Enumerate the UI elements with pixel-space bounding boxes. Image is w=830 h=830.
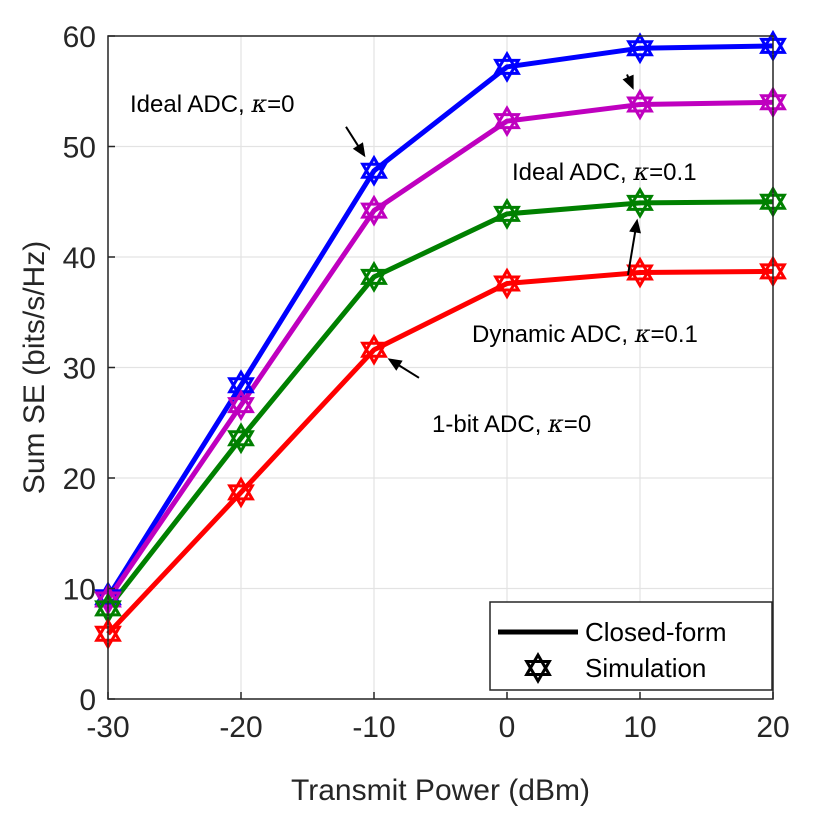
- legend-hexagram-shape: [524, 652, 552, 684]
- y-tick-label: 10: [63, 574, 96, 607]
- series-3-point-2: [360, 333, 388, 366]
- annotation-1bit-adc-k0: 1-bit ADC, κ=0: [432, 410, 591, 438]
- annotation-arrowhead-1: [622, 74, 634, 90]
- legend-label-closed-form: Closed-form: [585, 617, 727, 647]
- x-axis-label: Transmit Power (dBm): [291, 774, 590, 807]
- y-axis-label: Sum SE (bits/s/Hz): [18, 241, 51, 494]
- y-tick-label: 50: [63, 132, 96, 165]
- annotation-dynamic-adc-k01: Dynamic ADC, κ=0.1: [472, 320, 698, 348]
- ticks: -30 -20 -10 0 10 20 0 10 20 30 40 50 60: [63, 21, 790, 744]
- annotation-ideal-adc-k0: Ideal ADC, κ=0: [130, 90, 295, 118]
- series-1-point-3: [493, 105, 521, 138]
- y-tick-label: 40: [63, 242, 96, 275]
- annotation-arrow-2: [627, 226, 638, 276]
- y-tick-label: 20: [63, 463, 96, 496]
- legend: Closed-form Simulation: [489, 601, 773, 691]
- series-0-point-3: [493, 50, 521, 83]
- x-tick-label: -30: [86, 711, 129, 744]
- series-2-point-2: [360, 260, 388, 293]
- y-tick-label: 30: [63, 353, 96, 386]
- series-line-2: [106, 199, 774, 610]
- y-tick-label: 60: [63, 21, 96, 54]
- y-tick-label: 0: [79, 684, 96, 717]
- x-tick-label: -10: [352, 711, 395, 744]
- x-tick-label: 20: [756, 711, 789, 744]
- plot-lines: [105, 43, 774, 636]
- x-tick-label: 10: [623, 711, 656, 744]
- series-0-point-4: [626, 32, 654, 65]
- series-line-1: [105, 99, 774, 601]
- annotation-arrowhead-0: [352, 142, 366, 158]
- series-1-point-4: [626, 88, 654, 121]
- annotation-arrowhead-2: [629, 218, 641, 234]
- series-line-3: [106, 268, 774, 636]
- annotation-arrowhead-3: [387, 358, 403, 371]
- series-2-point-1: [227, 422, 255, 455]
- legend-marker-hexagram: [524, 652, 552, 684]
- x-tick-label: 0: [499, 711, 516, 744]
- annotation-ideal-adc-k01: Ideal ADC, κ=0.1: [512, 158, 697, 186]
- series-0-point-2: [360, 154, 388, 187]
- legend-label-simulation: Simulation: [585, 653, 706, 683]
- series-2-point-3: [493, 197, 521, 230]
- annotations: Ideal ADC, κ=0 Ideal ADC, κ=0.1 Dynamic …: [130, 74, 698, 438]
- series-1-point-1: [227, 389, 255, 422]
- x-tick-label: -20: [219, 711, 262, 744]
- series-3-point-4: [626, 256, 654, 289]
- annotation-arrows: [345, 74, 641, 379]
- series-3-point-1: [227, 476, 255, 509]
- series-1-point-2: [360, 194, 388, 227]
- series-3-point-3: [493, 267, 521, 300]
- series-2-point-4: [626, 186, 654, 219]
- series-line-0: [105, 43, 774, 599]
